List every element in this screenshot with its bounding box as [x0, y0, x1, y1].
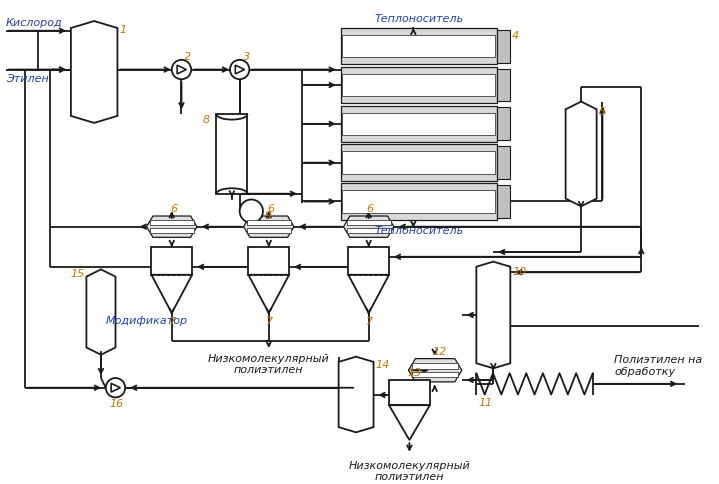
Text: 13: 13 — [408, 367, 422, 378]
Bar — [347, 220, 390, 226]
Bar — [150, 228, 194, 234]
Text: 4: 4 — [512, 30, 519, 41]
Bar — [341, 106, 497, 143]
Bar — [342, 113, 495, 136]
Polygon shape — [344, 216, 394, 238]
Polygon shape — [71, 22, 117, 123]
Bar — [247, 220, 290, 226]
Polygon shape — [147, 216, 197, 238]
Text: Низкомолекулярный
полиэтилен: Низкомолекулярный полиэтилен — [349, 459, 470, 481]
Text: 7: 7 — [366, 316, 373, 326]
Circle shape — [239, 200, 263, 223]
Text: 8: 8 — [203, 115, 210, 125]
Text: 6: 6 — [170, 204, 177, 214]
Bar — [341, 29, 497, 65]
Bar — [412, 363, 458, 369]
Text: 7: 7 — [266, 316, 273, 326]
Polygon shape — [86, 270, 116, 355]
Circle shape — [230, 60, 249, 80]
Polygon shape — [348, 275, 389, 313]
Text: 7: 7 — [169, 316, 176, 326]
Text: 3: 3 — [242, 52, 249, 62]
Text: 14: 14 — [375, 360, 390, 370]
Bar — [348, 247, 389, 275]
Text: 6: 6 — [267, 204, 274, 214]
Text: 16: 16 — [110, 398, 124, 408]
Polygon shape — [408, 359, 462, 382]
Bar — [150, 220, 194, 226]
Text: Полиэтилен на
обработку: Полиэтилен на обработку — [614, 355, 702, 376]
Bar — [247, 228, 290, 234]
Text: Этилен: Этилен — [6, 74, 49, 84]
Text: 9: 9 — [265, 211, 272, 221]
Bar — [342, 152, 495, 175]
Polygon shape — [389, 406, 430, 440]
Bar — [497, 186, 510, 218]
Circle shape — [106, 378, 125, 397]
Bar — [342, 191, 495, 213]
Bar — [497, 31, 510, 63]
Polygon shape — [248, 275, 289, 313]
Bar — [497, 70, 510, 102]
Bar — [347, 228, 390, 234]
Bar — [389, 380, 430, 406]
Polygon shape — [477, 262, 510, 368]
Text: Теплоноситель: Теплоноситель — [375, 14, 464, 24]
Bar — [341, 184, 497, 220]
Text: 10: 10 — [512, 267, 526, 277]
Polygon shape — [339, 357, 374, 432]
Text: 12: 12 — [432, 346, 446, 356]
Text: 5: 5 — [599, 107, 605, 117]
Bar — [342, 75, 495, 97]
Bar — [216, 115, 247, 194]
Bar — [497, 147, 510, 180]
Text: Модификатор: Модификатор — [106, 315, 188, 325]
Text: 2: 2 — [184, 52, 191, 62]
Bar — [341, 145, 497, 182]
Bar — [248, 247, 289, 275]
Bar — [152, 247, 192, 275]
Text: 11: 11 — [478, 397, 493, 408]
Bar — [412, 372, 458, 378]
Text: 15: 15 — [71, 269, 85, 279]
Bar — [497, 108, 510, 141]
Polygon shape — [566, 102, 597, 207]
Text: Теплоноситель: Теплоноситель — [375, 225, 464, 235]
Bar — [341, 68, 497, 104]
Text: 1: 1 — [119, 25, 127, 35]
Text: Низкомолекулярный
полиэтилен: Низкомолекулярный полиэтилен — [208, 353, 329, 375]
Polygon shape — [244, 216, 294, 238]
Bar — [342, 36, 495, 59]
Circle shape — [172, 60, 191, 80]
Text: Кислород: Кислород — [6, 18, 63, 28]
Polygon shape — [152, 275, 192, 313]
Text: 6: 6 — [367, 204, 374, 214]
